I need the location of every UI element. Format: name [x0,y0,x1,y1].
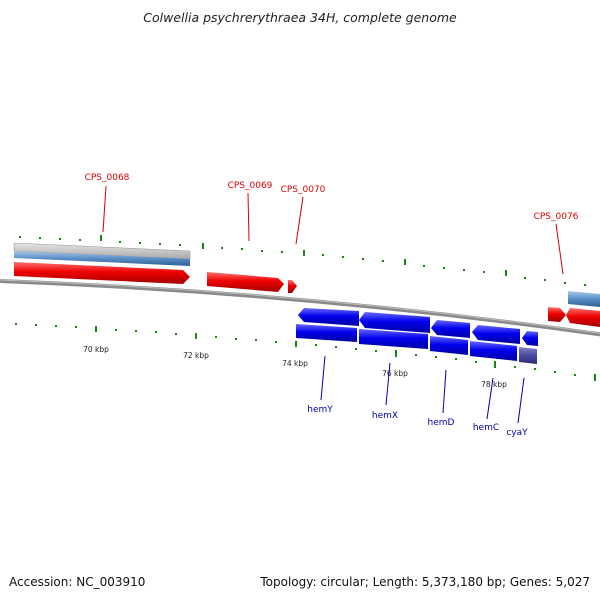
gene-label-hemc[interactable]: hemC [473,423,499,433]
reverse-gene[interactable] [472,325,520,344]
genome-backbone-highlight [0,279,600,334]
gene-label-cps-0069[interactable]: CPS_0069 [228,181,273,191]
reverse-gene[interactable] [359,312,430,333]
map-title: Colwellia psychrerythraea 34H, complete … [143,10,457,25]
genome-backbone [0,279,600,337]
gene-label-cps-0076[interactable]: CPS_0076 [534,212,579,222]
scale-tick-label: 74 kbp [282,359,308,368]
reverse-gene-labels [320,355,525,424]
scale-tick-label: 72 kbp [183,351,209,360]
gene-label-hemy[interactable]: hemY [307,405,333,415]
scale-tick-label: 76 kbp [382,369,408,378]
forward-gene[interactable] [207,272,284,292]
gene-label-hemx[interactable]: hemX [372,411,398,421]
genome-map: 70 kbp 72 kbp 74 kbp 76 kbp 78 kbp [0,173,600,438]
reverse-strand [296,308,538,364]
genome-summary-text: Topology: circular; Length: 5,373,180 bp… [259,575,590,589]
rna-feature-blue[interactable] [568,291,600,307]
scale-labels: 70 kbp 72 kbp 74 kbp 76 kbp 78 kbp [83,345,507,389]
reverse-gene-box[interactable] [359,329,428,349]
gene-label-cps-0070[interactable]: CPS_0070 [281,185,326,195]
gene-label-hemd[interactable]: hemD [428,418,455,428]
scale-tick-label: 70 kbp [83,345,109,354]
forward-strand [13,242,600,327]
forward-gene-labels [102,185,564,275]
forward-gene[interactable] [566,308,600,327]
scale-tick-label: 78 kbp [481,380,507,389]
reverse-gene[interactable] [431,320,470,338]
gene-label-cyay[interactable]: cyaY [506,428,528,438]
gene-label-cps-0068[interactable]: CPS_0068 [85,173,130,183]
forward-tick-row [19,235,586,286]
forward-gene[interactable] [14,262,190,284]
rna-feature-blue[interactable] [14,251,190,266]
reverse-gene[interactable] [522,331,538,346]
reverse-gene-box[interactable] [519,347,537,364]
reverse-tick-row [15,323,596,381]
reverse-gene[interactable] [298,308,359,326]
accession-text: Accession: NC_003910 [9,575,145,589]
forward-gene[interactable] [548,307,566,322]
reverse-gene-box[interactable] [296,324,357,342]
reverse-gene-box[interactable] [470,341,517,361]
forward-gene[interactable] [288,280,297,293]
reverse-gene-box[interactable] [430,336,468,355]
